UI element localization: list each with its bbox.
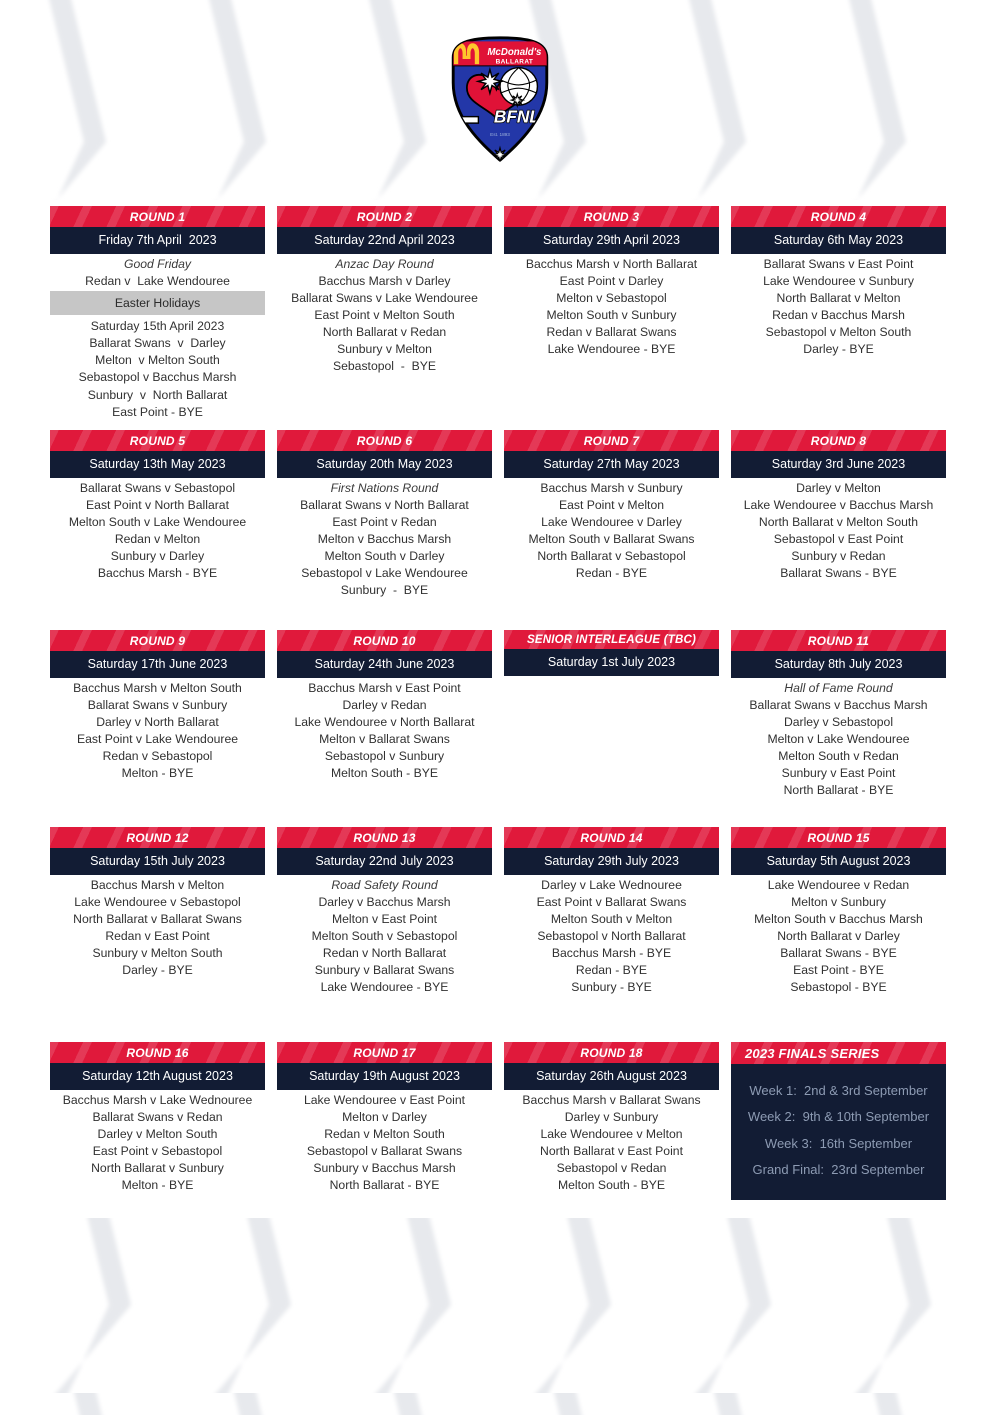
svg-text:BFNL: BFNL — [494, 106, 540, 126]
svg-text:BALLARAT: BALLARAT — [496, 58, 534, 65]
svg-text:Est. 1893: Est. 1893 — [490, 132, 510, 137]
svg-text:McDonald's: McDonald's — [487, 47, 542, 58]
